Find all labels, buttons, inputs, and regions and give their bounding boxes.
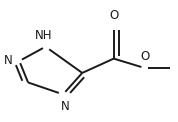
Text: N: N xyxy=(60,100,69,113)
Text: O: O xyxy=(109,9,118,22)
Text: NH: NH xyxy=(35,29,53,42)
Text: N: N xyxy=(4,55,12,67)
Text: O: O xyxy=(141,50,150,63)
